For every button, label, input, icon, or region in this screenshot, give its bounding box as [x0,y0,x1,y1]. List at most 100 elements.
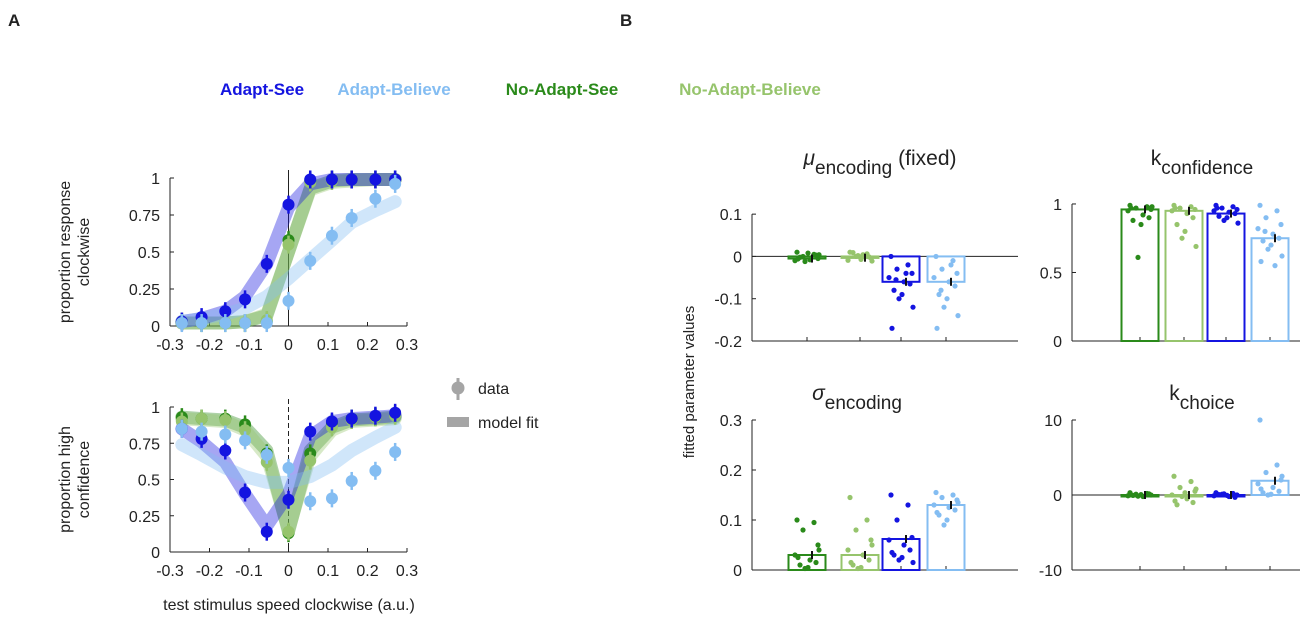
subject-point-no-adapt-see [1135,254,1141,261]
y-tick-label: 0 [733,249,742,266]
subject-point-adapt-believe [1255,226,1261,232]
subject-point-no-adapt-believe [1171,473,1177,479]
data-point-adapt-believe [389,445,402,458]
legend-no-adapt-believe: No-Adapt-Believe [679,80,821,99]
data-point-adapt-believe [175,422,188,435]
subject-point-adapt-see [907,281,913,287]
x-tick-label: 0.1 [317,337,339,354]
y-tick-label: 0.2 [720,463,742,480]
title-subscript: choice [1180,393,1235,414]
y-tick-label: 0.1 [720,513,742,530]
subject-point-no-adapt-believe [1172,205,1178,211]
bar-adapt-see [1206,212,1246,342]
title-subscript: encoding [825,393,902,414]
subject-point-no-adapt-see [816,547,822,553]
subject-point-adapt-believe [952,283,958,289]
subject-point-adapt-see [1235,220,1241,226]
subject-point-adapt-see [1232,494,1238,500]
panel-a-xlabel: test stimulus speed clockwise (a.u.) [163,597,415,614]
subject-point-no-adapt-believe [1179,235,1185,241]
subject-point-no-adapt-see [794,517,800,523]
subject-point-no-adapt-believe [1174,221,1180,228]
data-point-adapt-believe [195,317,208,330]
subject-point-adapt-believe [931,274,937,281]
subject-point-no-adapt-believe [845,547,851,553]
subject-point-adapt-believe [941,304,947,310]
subject-point-adapt-see [894,517,900,523]
subject-point-no-adapt-believe [1193,243,1199,250]
subject-point-no-adapt-believe [855,252,861,259]
data-point-adapt-believe [325,492,338,505]
subject-point-no-adapt-see [1130,217,1136,224]
legend-model-swatch [447,417,469,427]
subject-point-adapt-believe [944,296,950,302]
data-point-adapt-believe [345,474,358,487]
title-symbol: k [1169,382,1180,405]
subject-point-no-adapt-see [802,258,808,265]
subject-point-adapt-believe [1276,488,1282,494]
x-tick-label: 0.3 [396,337,418,354]
legend-data-marker [451,381,465,395]
subject-point-no-adapt-believe [845,257,851,263]
data-point-adapt-believe [260,317,273,330]
subject-point-adapt-see [891,287,897,293]
subject-point-no-adapt-believe [848,559,854,566]
subject-point-adapt-believe [939,266,945,272]
subject-point-adapt-see [896,557,902,563]
data-point-adapt-believe [369,192,382,205]
subject-point-adapt-believe [950,258,956,264]
subject-point-no-adapt-see [795,256,801,262]
data-point-adapt-see [219,305,232,318]
y-tick-label: -0.1 [714,292,742,309]
y-tick-label: 0 [1053,488,1062,505]
x-tick-label: 0.3 [396,563,418,580]
subject-point-no-adapt-see [811,519,817,526]
y-tick-label: 0.1 [720,207,742,224]
subject-point-no-adapt-believe [866,254,872,260]
subject-point-adapt-see [888,492,894,498]
data-point-adapt-believe [260,448,273,461]
subject-point-adapt-believe [933,253,939,260]
data-point-adapt-see [282,198,295,211]
subplot-title: μencoding (fixed) [803,147,957,179]
data-point-adapt-see [369,173,382,186]
subject-point-adapt-believe [1262,228,1268,234]
subject-point-no-adapt-believe [866,557,872,563]
y-axis-label: proportion response clockwise [57,181,93,323]
subject-point-adapt-see [893,277,899,283]
data-point-no-adapt-believe [304,454,317,467]
title-subscript: confidence [1161,158,1253,179]
subject-point-adapt-see [1234,206,1240,213]
data-point-adapt-believe [304,495,317,508]
subject-point-no-adapt-believe [850,250,856,256]
subject-point-adapt-believe [1258,258,1264,265]
bar-adapt-believe [926,255,966,283]
subject-point-adapt-see [909,534,915,541]
subject-point-no-adapt-believe [1182,228,1188,234]
subject-point-adapt-see [1221,491,1227,497]
bar-no-adapt-see [1120,208,1160,342]
subject-point-adapt-see [905,262,911,268]
chart-k-confidence: 0 0.5 1 kconfidence [1040,147,1300,351]
subject-point-adapt-see [886,274,892,281]
subject-point-adapt-see [889,325,895,331]
subject-point-no-adapt-believe [1190,499,1196,506]
subject-point-no-adapt-see [1135,493,1141,499]
subject-point-adapt-see [894,266,900,272]
chart-sigma-encoding: 0 0.1 0.2 0.3 σencoding [720,382,1018,580]
data-point-adapt-believe [219,317,232,330]
x-tick-label: 0.1 [317,563,339,580]
bar-adapt-see [881,538,921,571]
subject-point-adapt-believe [944,517,950,523]
y-tick-label: 1 [1053,197,1062,214]
subject-point-adapt-believe [1263,215,1269,221]
subject-point-no-adapt-see [797,562,803,568]
subject-point-adapt-see [903,270,909,276]
data-point-adapt-see [345,412,358,425]
y-tick-label: 1 [151,171,160,188]
subject-point-no-adapt-believe [1169,492,1175,498]
subject-point-adapt-see [1216,492,1222,498]
subject-point-adapt-believe [1270,484,1276,491]
subject-point-adapt-believe [939,494,945,501]
panel-letter-b: B [620,11,632,30]
